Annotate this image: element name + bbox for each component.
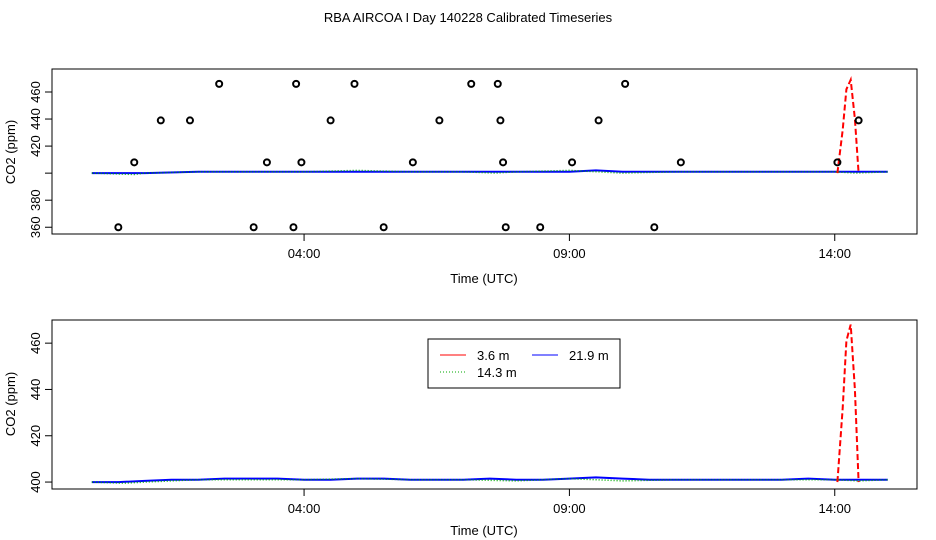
bottom-y-tick-label: 440 [28,379,43,401]
top-calibration-point [297,158,306,167]
top-y-tick-label: 460 [28,81,43,103]
bottom-plot-marks [91,324,888,484]
bottom-y-axis: 400 420 440 460 [28,332,52,493]
top-calibration-point [536,223,545,232]
top-calibration-point [854,116,863,125]
bottom-series-21-9-m [91,476,888,484]
top-calibration-point [501,223,510,232]
top-calibration-point [215,79,224,88]
bottom-x-axis-label: Time (UTC) [450,523,517,538]
bottom-x-tick-label: 04:00 [288,501,321,516]
top-calibration-point [289,223,298,232]
top-calibration-point [435,116,444,125]
top-calibration-point [676,158,685,167]
top-calibration-point [185,116,194,125]
top-line-21-9-m [91,169,888,175]
top-calibration-point [496,116,505,125]
bottom-y-tick-label: 460 [28,332,43,354]
top-calibration-point [326,116,335,125]
bottom-y-tick-label: 420 [28,425,43,447]
top-plot-marks [91,76,888,232]
top-calibration-point [408,158,417,167]
top-x-tick-label: 09:00 [553,246,586,261]
top-y-axis: 360 380 420 440 460 [28,81,52,238]
bottom-series-14-3-m [91,477,888,484]
legend-box [427,338,621,389]
bottom-line-21-9-m [91,476,888,484]
top-panel: 04:00 09:00 14:00 360 380 420 440 460 Time (UT… [3,68,918,286]
bottom-x-tick-label: 09:00 [553,501,586,516]
top-series-calibration-standards [114,79,863,232]
top-line-3-6-m [836,76,860,174]
legend-label-3-6m: 3.6 m [477,348,510,363]
bottom-x-axis: 04:00 09:00 14:00 [288,489,851,516]
top-calibration-point [292,79,301,88]
bottom-plot-frame [51,319,918,490]
top-y-axis-label: CO2 (ppm) [3,120,18,184]
top-calibration-point [262,158,271,167]
top-calibration-point [594,116,603,125]
bottom-line-14-3-m [91,477,888,484]
top-y-tick-label: 380 [28,189,43,211]
top-line-14-3-m [91,169,888,176]
bottom-x-tick-label: 14:00 [818,501,851,516]
top-calibration-point [130,158,139,167]
top-y-tick-label: 420 [28,135,43,157]
top-calibration-point [499,158,508,167]
top-calibration-point [493,79,502,88]
top-calibration-point [833,158,842,167]
legend-label-21-9m: 21.9 m [569,348,609,363]
top-calibration-point [467,79,476,88]
top-plot-frame [51,68,918,235]
top-series-14-3-m [91,169,888,176]
top-x-tick-label: 04:00 [288,246,321,261]
top-calibration-point [650,223,659,232]
legend-label-14-3m: 14.3 m [477,365,517,380]
top-series-3-6-m [836,76,860,174]
top-x-tick-label: 14:00 [818,246,851,261]
top-x-axis-label: Time (UTC) [450,271,517,286]
top-calibration-point [621,79,630,88]
top-calibration-point [568,158,577,167]
legend: 3.6 m 21.9 m 14.3 m [427,338,621,389]
top-series-21-9-m [91,169,888,175]
top-calibration-point [249,223,258,232]
top-calibration-point [350,79,359,88]
top-y-tick-label: 440 [28,108,43,130]
top-calibration-point [114,223,123,232]
top-calibration-point [379,223,388,232]
bottom-y-axis-label: CO2 (ppm) [3,372,18,436]
top-calibration-point [156,116,165,125]
bottom-line-3-6-m [836,324,860,483]
figure-title: RBA AIRCOA I Day 140228 Calibrated Times… [324,10,613,25]
top-x-axis: 04:00 09:00 14:00 [288,234,851,261]
bottom-series-3-6-m [836,324,860,483]
top-y-tick-label: 360 [28,216,43,238]
bottom-y-tick-label: 400 [28,471,43,493]
